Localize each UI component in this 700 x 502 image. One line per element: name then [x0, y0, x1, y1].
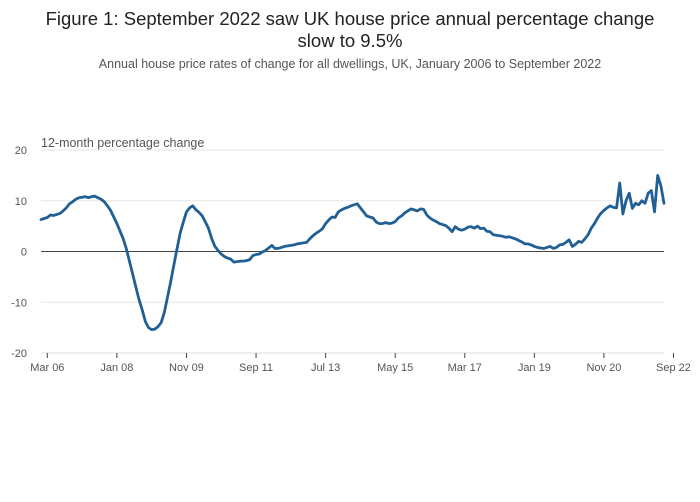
- chart-title-line-1: Figure 1: September 2022 saw UK house pr…: [45, 8, 655, 29]
- chart-title: Figure 1: September 2022 saw UK house pr…: [0, 8, 700, 52]
- chart-subtitle: Annual house price rates of change for a…: [98, 57, 602, 71]
- x-axis: Mar 06 Jan 08 Nov 09 Sep 11 Jul 13 May 15 Mar …: [30, 352, 691, 374]
- y-tick-label: 20: [15, 145, 27, 157]
- y-tick-label: 0: [21, 247, 27, 259]
- x-tick-label: Nov 09: [169, 362, 204, 374]
- y-tick-label: -20: [11, 348, 27, 360]
- x-tick-label: Sep 11: [239, 362, 273, 374]
- series-line: [39, 173, 666, 332]
- y-axis-ticks: 20 10 0 -10 -20: [11, 145, 27, 360]
- y-tick-label: 10: [15, 196, 27, 208]
- y-axis-label: 12-month percentage change: [41, 136, 204, 150]
- x-tick-label: Jan 19: [518, 362, 551, 374]
- x-tick-label: Nov 20: [586, 362, 621, 374]
- x-tick-label: Mar 06: [30, 362, 64, 374]
- gridlines: [41, 149, 664, 354]
- x-tick-label: Jul 13: [311, 362, 340, 374]
- x-tick-label: Sep 22: [656, 362, 691, 374]
- x-tick-label: Jan 08: [100, 362, 133, 374]
- chart-title-line-2: slow to 9.5%: [297, 30, 403, 51]
- x-tick-label: May 15: [377, 362, 413, 374]
- series-group: [39, 173, 666, 332]
- x-tick-label: Mar 17: [448, 362, 482, 374]
- y-tick-label: -10: [11, 297, 27, 309]
